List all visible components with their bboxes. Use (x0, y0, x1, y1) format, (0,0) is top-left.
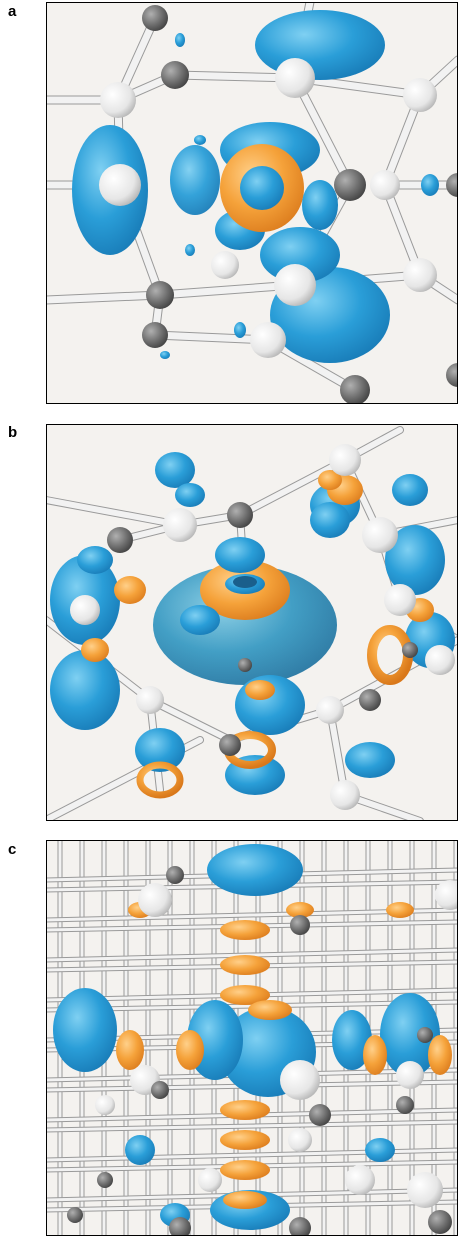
atom-grey (107, 527, 133, 553)
isosurface-blue (50, 650, 120, 730)
isosurface-orange (363, 1035, 387, 1075)
atom-grey (417, 1027, 433, 1043)
isosurface-blue (302, 180, 338, 230)
atom-white (99, 164, 141, 206)
isosurface-blue (365, 1138, 395, 1162)
isosurface-orange (220, 1100, 270, 1120)
isosurface-orange (386, 902, 414, 918)
atom-grey (97, 1172, 113, 1188)
atom-grey (428, 1210, 452, 1234)
atom-grey (359, 689, 381, 711)
atom-white (362, 517, 398, 553)
isosurface-blue (180, 605, 220, 635)
isosurface-blue (255, 10, 385, 80)
bond (46, 295, 160, 300)
atom-white (330, 780, 360, 810)
isosurface-orange (114, 576, 146, 604)
atom-white (403, 78, 437, 112)
isosurface-blue (215, 537, 265, 573)
isosurface-orange (176, 1030, 204, 1070)
atom-grey (227, 502, 253, 528)
atom-white (274, 264, 316, 306)
atom-grey (142, 322, 168, 348)
isosurface-blue (207, 844, 303, 896)
atom-white (198, 1168, 222, 1192)
atom-white (95, 1095, 115, 1115)
isosurface-blue (53, 988, 117, 1072)
isosurface-orange (220, 1160, 270, 1180)
isosurface-blue (185, 244, 195, 256)
isosurface-blue (240, 166, 284, 210)
isosurface-orange (81, 638, 109, 662)
isosurface-orange (220, 1130, 270, 1150)
atom-white (70, 595, 100, 625)
panel-label: a (8, 3, 17, 20)
atom-grey (67, 1207, 83, 1223)
atom-white (138, 883, 172, 917)
isosurface-blue (194, 135, 206, 145)
isosurface-orange (116, 1030, 144, 1070)
isosurface-blue (310, 502, 350, 538)
panel-label: b (8, 424, 17, 441)
isosurface-blue (77, 546, 113, 574)
atom-white (396, 1061, 424, 1089)
isosurface-blue (170, 145, 220, 215)
atom-grey (151, 1081, 169, 1099)
isosurface-blue (392, 474, 428, 506)
atom-white (280, 1060, 320, 1100)
panel-a-image (46, 2, 459, 405)
atom-white (163, 508, 197, 542)
atom-white (425, 645, 455, 675)
isosurface-blue (421, 174, 439, 196)
atom-grey (238, 658, 252, 672)
atom-grey (309, 1104, 331, 1126)
isosurface-orange (223, 1191, 267, 1209)
panel-c-image (46, 840, 459, 1237)
atom-white (316, 696, 344, 724)
atom-grey (166, 866, 184, 884)
isosurface-blue (175, 483, 205, 507)
atom-white (100, 82, 136, 118)
isosurface-blue (345, 742, 395, 778)
atom-grey (334, 169, 366, 201)
panel-label: c (8, 841, 16, 858)
atom-white (136, 686, 164, 714)
atom-grey (402, 642, 418, 658)
atom-white (329, 444, 361, 476)
atom-grey (161, 61, 189, 89)
atom-white (345, 1165, 375, 1195)
atom-grey (290, 915, 310, 935)
isosurface-blue (125, 1135, 155, 1165)
isosurface-blue (234, 322, 246, 338)
atom-grey (340, 375, 370, 405)
isosurface-hole (233, 576, 257, 588)
isosurface-orange (428, 1035, 452, 1075)
isosurface-orange (245, 680, 275, 700)
page: Figure panels {"panels": [{"label": "a"}… (0, 0, 459, 1237)
page-body: a b c (() => { const data = JSON.parse(d… (0, 0, 459, 1237)
isosurface-blue (160, 351, 170, 359)
atom-white (407, 1172, 443, 1208)
atom-grey (219, 734, 241, 756)
atom-white (288, 1128, 312, 1152)
isosurface-blue (155, 452, 195, 488)
atom-white (370, 170, 400, 200)
isosurface-orange (220, 920, 270, 940)
panel-b-image (46, 424, 458, 821)
isosurface-orange (220, 955, 270, 975)
atom-white (384, 584, 416, 616)
isosurface-orange (248, 1000, 292, 1020)
atom-grey (396, 1096, 414, 1114)
atom-white (275, 58, 315, 98)
atom-grey (146, 281, 174, 309)
figure: a b c (0, 0, 459, 1237)
atom-white (250, 322, 286, 358)
atom-white (403, 258, 437, 292)
atom-white (211, 251, 239, 279)
isosurface-blue (175, 33, 185, 47)
atom-grey (142, 5, 168, 31)
